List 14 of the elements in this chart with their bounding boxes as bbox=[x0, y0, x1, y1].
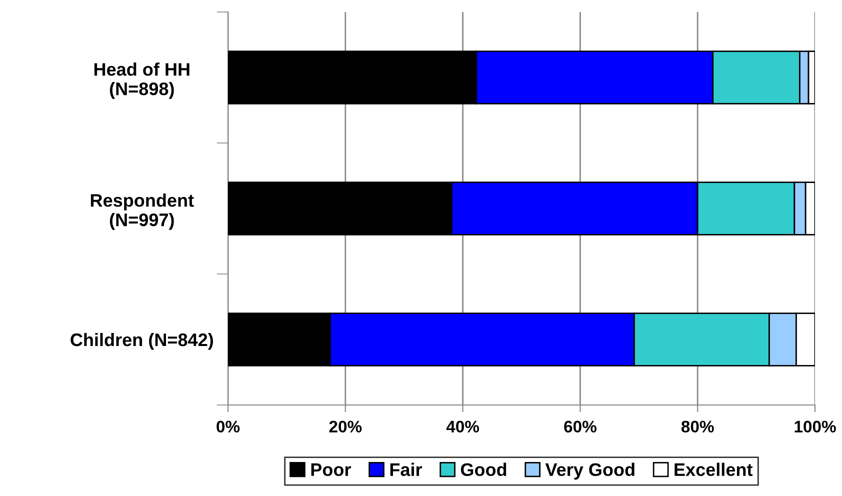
x-tick-label: 100% bbox=[794, 420, 836, 433]
y-tick-label: Children (N=842) bbox=[70, 332, 213, 350]
x-tick-label: 40% bbox=[446, 420, 480, 433]
y-tick-label: Respondent (N=997) bbox=[90, 194, 194, 230]
x-tick-label: 20% bbox=[329, 420, 362, 433]
x-tick-label: 60% bbox=[564, 420, 596, 433]
x-tick-label: 80% bbox=[681, 420, 714, 433]
legend-label: Good bbox=[460, 462, 506, 476]
legend-label: Fair bbox=[390, 462, 422, 476]
legend-label: Poor bbox=[311, 463, 351, 476]
y-tick-label: Head of HH (N=898) bbox=[94, 62, 190, 99]
legend-label: Excellent bbox=[674, 462, 753, 476]
x-tick-label: 0% bbox=[216, 420, 240, 433]
legend-label: Very Good bbox=[545, 462, 634, 480]
